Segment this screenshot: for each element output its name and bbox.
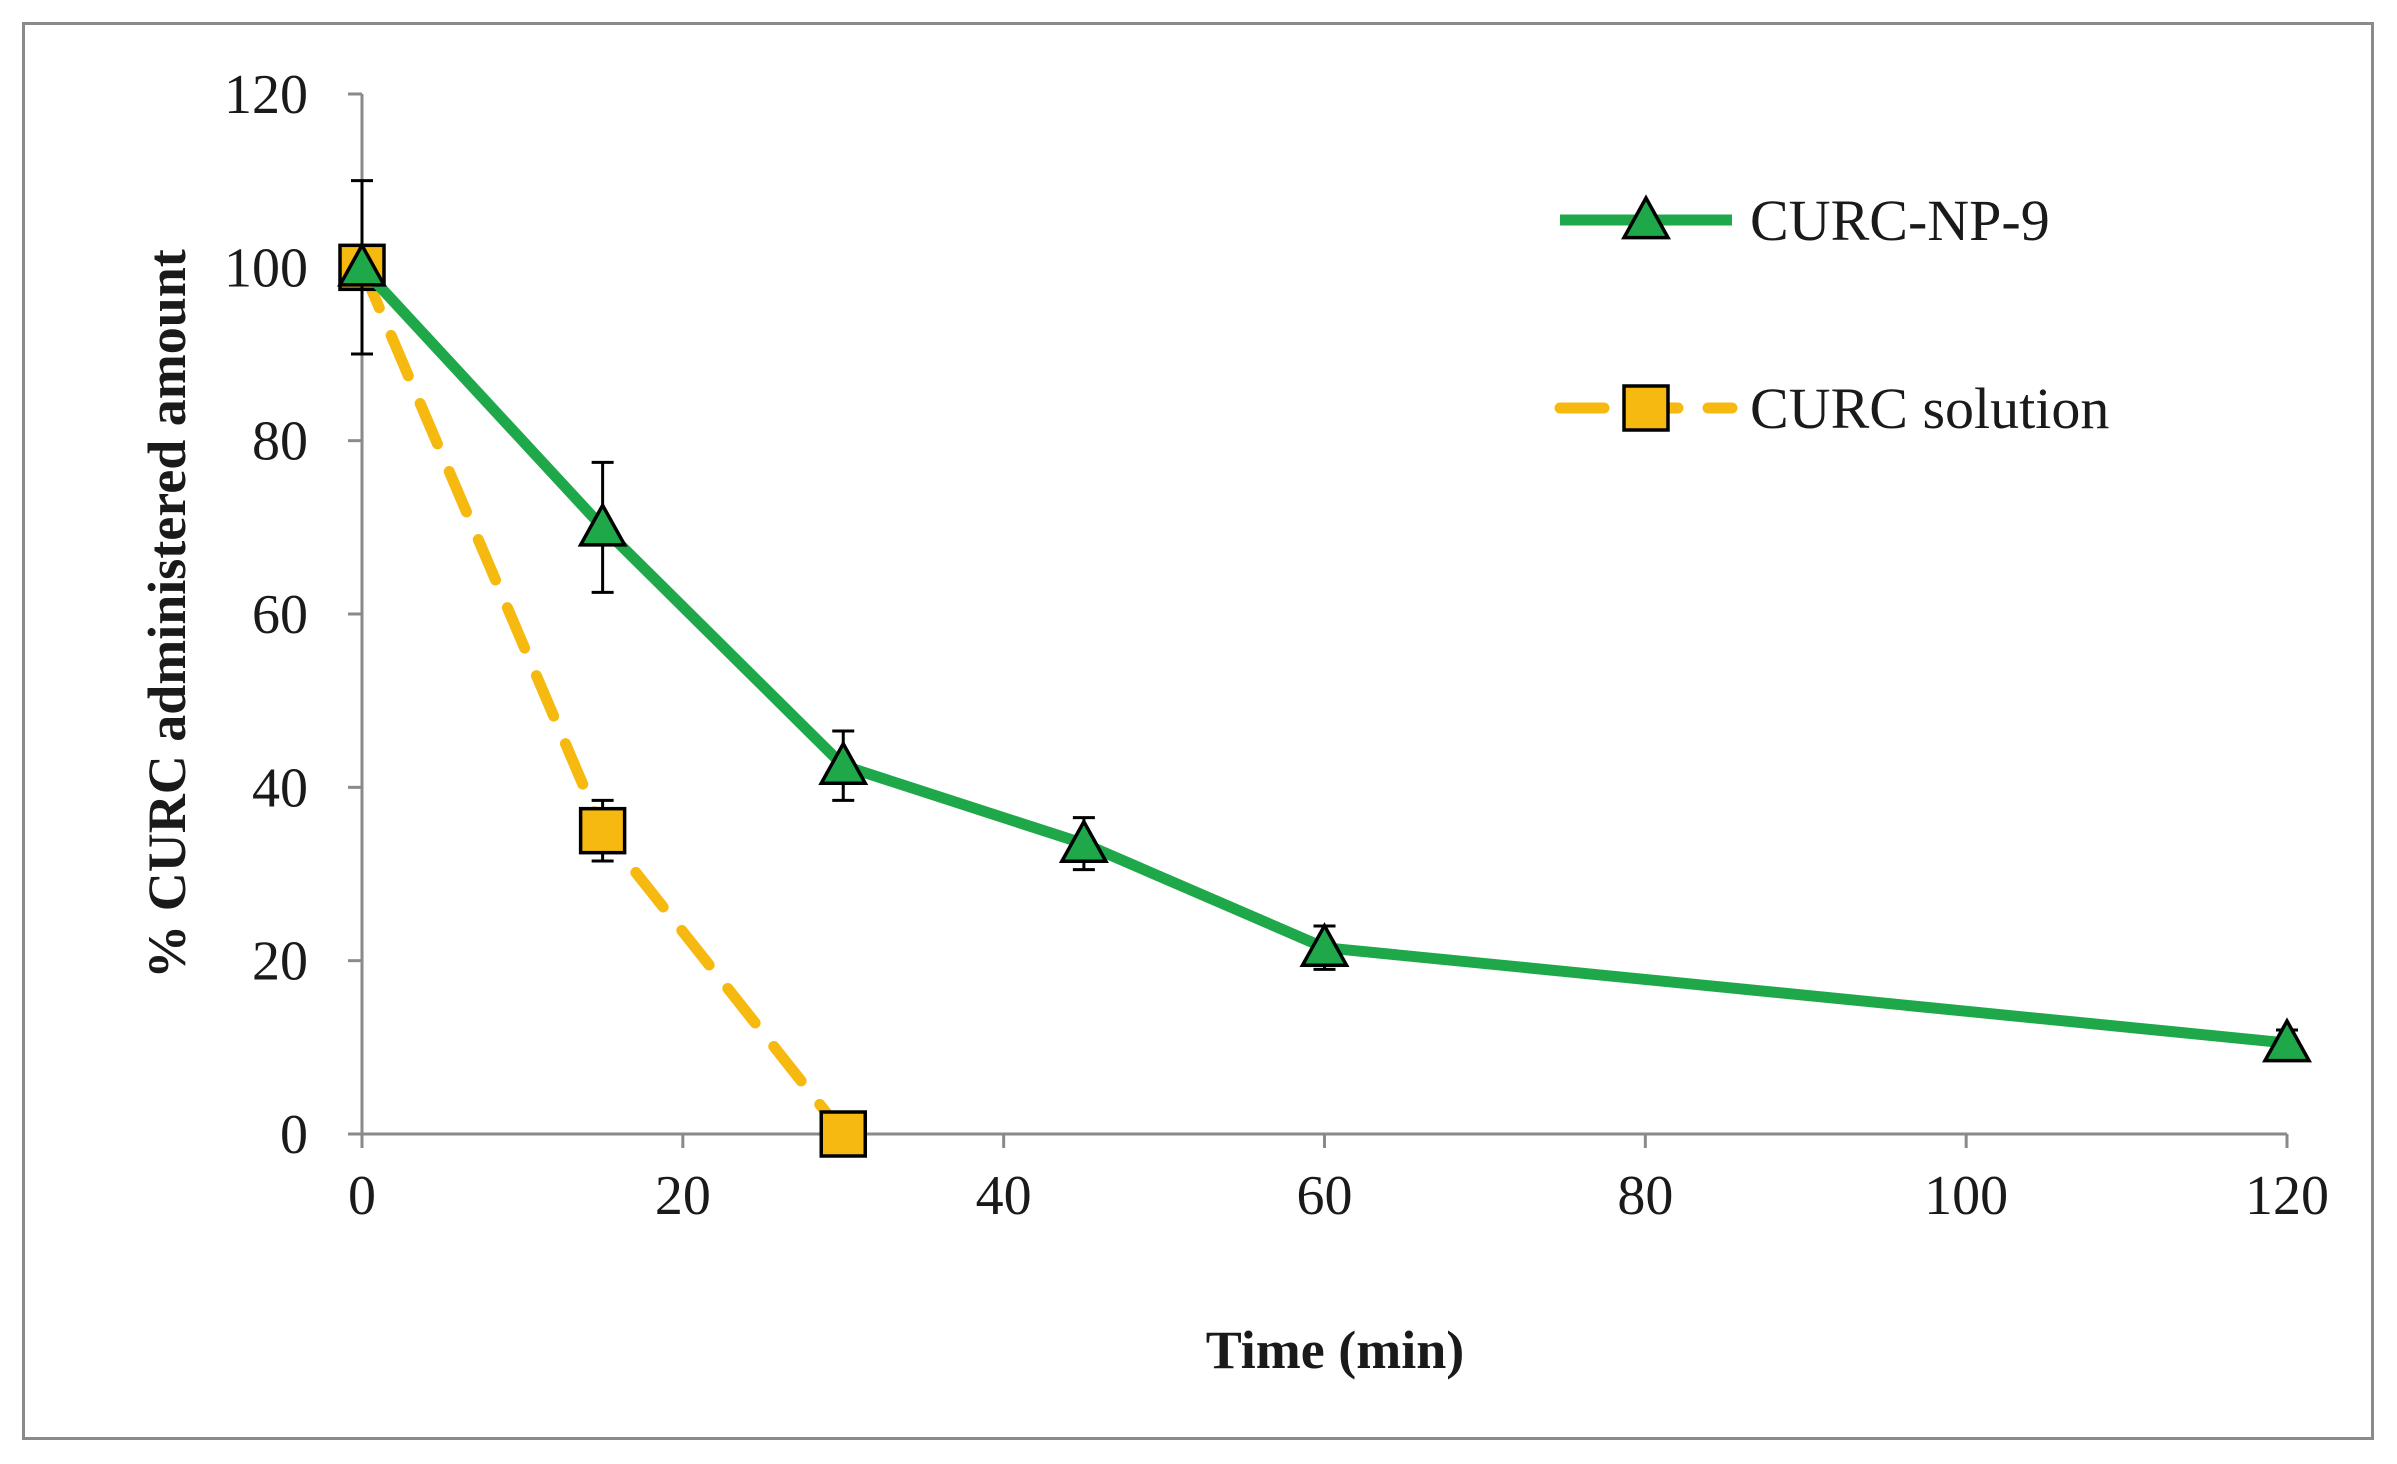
y-tick-label: 100 — [224, 237, 308, 299]
data-point — [818, 740, 869, 786]
y-tick-label: 40 — [252, 757, 308, 819]
y-ticks: 0 20 40 60 80 100 120 — [224, 64, 362, 1166]
y-tick-label: 0 — [280, 1104, 308, 1166]
y-tick-label: 20 — [252, 931, 308, 993]
plot-series — [337, 179, 2312, 1158]
x-axis-title: Time (min) — [1206, 1320, 1464, 1380]
data-point — [819, 1110, 867, 1158]
data-point — [2262, 1017, 2312, 1063]
x-tick-label: 80 — [1617, 1165, 1673, 1227]
x-tick-label: 120 — [2245, 1165, 2329, 1227]
legend-label: CURC solution — [1750, 376, 2109, 441]
data-point — [578, 806, 627, 855]
x-tick-label: 60 — [1297, 1165, 1353, 1227]
y-axis-title: % CURC administered amount — [137, 249, 197, 979]
legend-marker — [1622, 384, 1670, 432]
data-point — [337, 241, 387, 287]
x-tick-label: 20 — [655, 1165, 711, 1227]
y-tick-label: 120 — [224, 64, 308, 126]
series-line — [357, 263, 2288, 1049]
legend-label: CURC-NP-9 — [1750, 188, 2050, 253]
series-curc-np-9 — [337, 179, 2312, 1063]
x-tick-label: 0 — [348, 1165, 376, 1227]
data-point — [577, 501, 628, 547]
legend-item: CURC solution — [1554, 376, 2109, 441]
legend-marker — [1621, 194, 1671, 240]
series-curc-solution — [338, 243, 867, 1158]
x-tick-label: 40 — [976, 1165, 1032, 1227]
x-ticks: 0 20 40 60 80 100 120 — [348, 1134, 2329, 1227]
data-point — [1299, 922, 1350, 968]
data-point — [1058, 818, 1109, 864]
legend-item: CURC-NP-9 — [1560, 188, 2050, 253]
y-tick-label: 80 — [252, 411, 308, 473]
x-tick-label: 100 — [1924, 1165, 2008, 1227]
chart-frame — [22, 22, 2374, 1440]
legend: CURC-NP-9 CURC solution — [1554, 188, 2109, 441]
y-tick-label: 60 — [252, 584, 308, 646]
